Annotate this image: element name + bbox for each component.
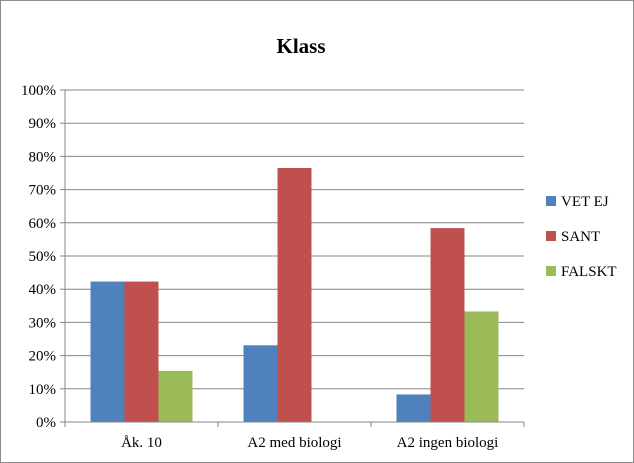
legend-label: VET EJ: [561, 194, 609, 210]
bar-falskt: [158, 370, 193, 422]
chart-title: Klass: [276, 34, 325, 58]
x-tick-label: Åk. 10: [121, 435, 162, 451]
legend: VET EJ SANT FALSKT: [546, 194, 617, 280]
bar-vet-ej: [90, 281, 125, 422]
y-tick-label: 50%: [29, 249, 57, 265]
legend-label: SANT: [561, 229, 600, 245]
legend-swatch: [546, 196, 556, 206]
x-axis: Åk. 10 A2 med biologi A2 ingen biologi: [64, 421, 525, 451]
y-tick-label: 0%: [36, 415, 56, 431]
bar-vet-ej: [396, 394, 431, 422]
y-tick-label: 60%: [29, 216, 57, 232]
bar-sant: [430, 228, 465, 422]
legend-swatch: [546, 231, 556, 241]
bar-falskt: [464, 311, 499, 422]
bar-vet-ej: [243, 345, 278, 422]
y-tick-label: 40%: [29, 282, 57, 298]
y-tick-label: 70%: [29, 183, 57, 199]
y-tick-label: 20%: [29, 349, 57, 365]
y-tick-label: 90%: [29, 116, 57, 132]
y-tick-label: 100%: [21, 83, 56, 99]
y-tick-label: 10%: [29, 382, 57, 398]
bar-sant: [277, 168, 312, 422]
x-tick-label: A2 med biologi: [247, 435, 341, 451]
x-tick-label: A2 ingen biologi: [397, 435, 499, 451]
y-tick-label: 80%: [29, 149, 57, 165]
legend-swatch: [546, 266, 556, 276]
legend-label: FALSKT: [561, 264, 617, 280]
bar-sant: [124, 281, 159, 422]
bars: [90, 168, 499, 422]
y-tick-label: 30%: [29, 315, 57, 331]
y-axis: 0% 10% 20% 30% 40% 50% 60% 70% 80% 90% 100%: [21, 83, 66, 431]
